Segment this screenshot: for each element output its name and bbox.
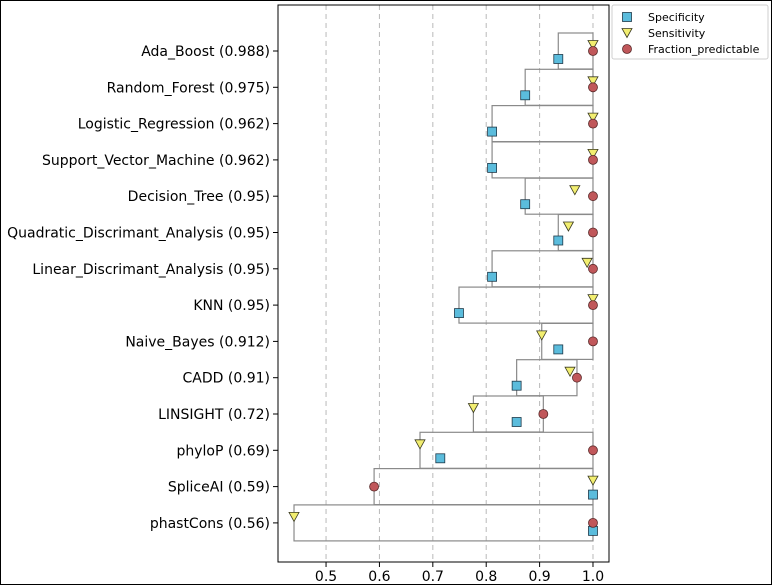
fraction-predictable-marker [588, 263, 598, 274]
legend-label: Specificity [648, 11, 705, 24]
sensitivity-marker [581, 257, 593, 269]
range-box [491, 141, 594, 179]
sensitivity-marker [467, 403, 480, 414]
category-label: phyloP (0.69) [177, 443, 271, 459]
fraction-predictable-marker [588, 154, 598, 165]
sensitivity-marker [587, 294, 599, 305]
category-label: Linear_Discrimant_Analysis (0.95) [32, 262, 270, 278]
sensitivity-marker [288, 511, 300, 523]
sensitivity-marker [587, 475, 599, 486]
sensitivity-marker [587, 112, 599, 123]
x-tick-label: 0.8 [475, 569, 497, 584]
category-label: Naive_Bayes (0.912) [125, 334, 270, 350]
plot-area-border [277, 4, 610, 563]
category-label: Decision_Tree (0.95) [128, 189, 270, 205]
specificity-marker [487, 162, 497, 173]
specificity-marker [553, 344, 564, 355]
series-specificity [435, 54, 598, 536]
range-box [472, 395, 544, 433]
fraction-predictable-marker [588, 227, 598, 238]
sensitivity-marker [562, 221, 575, 232]
legend: Specificity Sensitivity Fraction_predictab… [611, 4, 769, 60]
sensitivity-marker [587, 40, 599, 51]
category-label: CADD (0.91) [183, 371, 270, 387]
fraction-predictable-marker [588, 445, 598, 456]
x-tick-label: 0.7 [422, 569, 444, 584]
sensitivity-marker [587, 148, 599, 160]
sensitivity-marker [564, 366, 576, 378]
category-label: LINSIGHT (0.72) [158, 407, 270, 423]
fraction-predictable-marker [572, 372, 582, 383]
range-box [557, 32, 594, 70]
x-tick-label: 0.6 [368, 569, 390, 584]
grid-lines [325, 5, 594, 562]
specificity-marker [435, 453, 446, 464]
sensitivity-marker [569, 185, 581, 196]
range-box [491, 104, 594, 143]
specificity-marker [553, 54, 564, 64]
range-box [516, 359, 578, 397]
range-boxes [293, 32, 594, 542]
series-sensitivity [288, 40, 599, 523]
specificity-marker [511, 417, 522, 427]
category-label: Quadratic_Discrimant_Analysis (0.95) [7, 226, 270, 242]
legend-label: Sensitivity [648, 27, 706, 40]
series-fraction-predictable [369, 46, 598, 528]
fraction-predictable-marker [588, 336, 598, 347]
sensitivity-marker [536, 330, 548, 341]
fraction-predictable-marker [588, 82, 598, 93]
range-box [524, 68, 594, 106]
range-box [541, 322, 594, 360]
range-box [524, 177, 594, 215]
category-label: phastCons (0.56) [150, 516, 270, 532]
specificity-marker [520, 90, 531, 101]
specificity-marker [588, 489, 598, 500]
sensitivity-marker [587, 76, 599, 87]
fraction-predictable-marker [588, 46, 598, 56]
x-axis: 0.5 0.6 0.7 0.8 0.9 1.0 [315, 562, 604, 585]
range-box [419, 431, 594, 469]
category-label: SpliceAI (0.59) [168, 480, 270, 496]
range-box [373, 468, 594, 506]
fraction-predictable-marker [588, 191, 598, 202]
legend-box [611, 4, 769, 60]
specificity-marker [487, 126, 497, 137]
fraction-predictable-marker [588, 118, 598, 129]
range-box [557, 213, 594, 252]
fraction-predictable-marker [538, 409, 549, 419]
x-tick-label: 0.9 [528, 569, 550, 584]
fraction-predictable-marker [588, 518, 598, 528]
specificity-marker [553, 235, 564, 246]
legend-label: Fraction_predictable [648, 43, 760, 56]
x-tick-label: 0.5 [315, 569, 337, 584]
axes [277, 4, 610, 563]
specificity-marker [520, 199, 531, 210]
specificity-marker [487, 271, 497, 282]
category-label: Logistic_Regression (0.962) [78, 117, 270, 133]
specificity-marker [511, 380, 522, 391]
specificity-marker [622, 12, 632, 22]
fraction-predictable-marker [369, 481, 379, 492]
category-label: KNN (0.95) [193, 298, 270, 314]
category-label: Random_Forest (0.975) [107, 80, 270, 96]
y-axis: Ada_Boost (0.988) Random_Forest (0.975) Lo… [7, 44, 278, 532]
specificity-marker [454, 308, 464, 319]
fraction-predictable-marker [622, 44, 632, 54]
range-box [293, 504, 594, 542]
sensitivity-marker [414, 439, 426, 450]
category-label: Ada_Boost (0.988) [141, 44, 270, 60]
sensitivity-marker [621, 28, 633, 39]
range-box [458, 286, 594, 324]
category-label: Support_Vector_Machine (0.962) [42, 153, 270, 169]
range-box [491, 250, 594, 288]
fraction-predictable-marker [588, 300, 598, 311]
x-tick-label: 1.0 [582, 569, 604, 584]
